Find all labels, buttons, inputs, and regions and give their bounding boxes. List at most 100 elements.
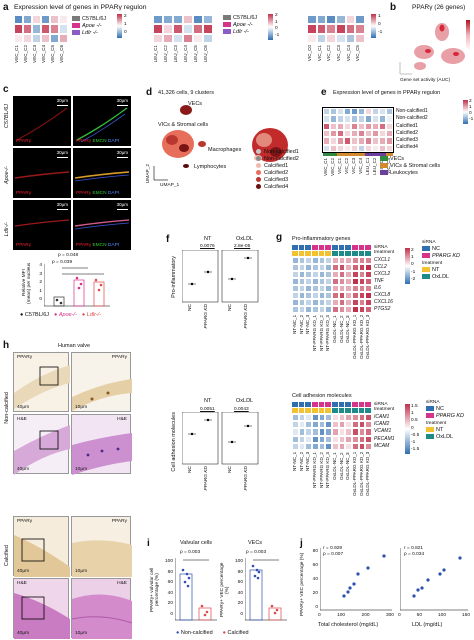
tick: 0 (378, 22, 381, 27)
heatmap-cell (331, 271, 339, 278)
heatmap-cell (318, 428, 326, 436)
heatmap-cell (358, 428, 366, 436)
histo-nc-he-low: H&E 40μm (13, 414, 70, 475)
heatmap-cell (298, 264, 306, 271)
heatmap-cell (331, 278, 339, 285)
scale-10: 10μm (75, 404, 88, 410)
heatmap-cell (330, 108, 337, 116)
column-label: OxLDL-PPARG KD_3 (365, 315, 371, 360)
heatmap-cell (338, 292, 346, 299)
sirna-track-cell (358, 245, 366, 250)
colorbar-a2 (268, 14, 273, 40)
column-label: VIC_C1 (337, 158, 342, 175)
row-calcified: Calcified (4, 545, 10, 567)
g1-tracks (292, 245, 373, 256)
heatmap-cell (59, 15, 68, 25)
heatmap-cell (153, 33, 163, 43)
heatmap-cell (307, 15, 317, 25)
heatmap-cell (351, 306, 359, 313)
tick: -1 (411, 440, 416, 446)
heatmap-cell (337, 130, 344, 138)
colorbar-e-ticks: 2 1 0 -1 (469, 99, 473, 123)
i2-pval: p = 0.003 (246, 550, 267, 555)
heatmap-cell (351, 278, 359, 285)
scale-10: 10μm (75, 466, 88, 472)
label-he: H&E (17, 581, 27, 586)
f1-p-ox: 2.8e-05 (234, 244, 251, 249)
column-label: NT-NC_1 (292, 452, 297, 472)
tick: 40 (167, 590, 173, 596)
tick: 100 (234, 559, 243, 564)
legend-nt: NT (436, 426, 444, 433)
heatmap-cell (14, 24, 23, 34)
i1-title: Valvular cells (180, 540, 212, 546)
column-label: NT-NC_1 (292, 315, 297, 335)
treatment-track-cell (305, 251, 313, 256)
heatmap-cell (305, 421, 312, 429)
scale-bar: 30μm (116, 202, 129, 210)
column-label: NT-PPARG KD_1 (312, 315, 318, 351)
i2-chart (245, 558, 287, 621)
heatmap-cell (358, 271, 366, 278)
heatmap-cell (292, 306, 299, 313)
g2-legend: siRNA NC PPARG KD treatment NT OxLDL (426, 400, 464, 440)
column-label: LEU_C2 (372, 158, 377, 176)
heatmap-cell (59, 24, 68, 34)
heatmap-cell (305, 306, 312, 313)
heatmap-cell (292, 271, 299, 278)
column-label: VEC_C5 (50, 45, 55, 63)
tick: -2 (411, 276, 416, 282)
heatmap-cell (311, 285, 319, 292)
heatmap-cell (316, 24, 327, 34)
heatmap-cell (318, 278, 326, 285)
sirna-track-cell (318, 402, 326, 407)
i2-yticks: 100 80 60 40 20 0 (233, 557, 243, 620)
legend-title: treatment (422, 261, 443, 267)
tick: 0 (240, 611, 243, 617)
f2-xlabels: NC PPARG KD NC PPARG KD (182, 466, 262, 496)
f1-group-ox: OxLDL (236, 236, 254, 242)
legend-kd: PPARG KD (436, 412, 465, 419)
legend-nc: NC (436, 405, 444, 412)
heatmap-cell (318, 292, 326, 299)
umap2-label: UMAP_2 (146, 164, 151, 184)
heatmap-cell (355, 15, 365, 25)
panel-e-letter: e (321, 87, 327, 98)
micrograph-apoe-merge: 30μm PPARγ EMCN DAPI (73, 148, 131, 198)
heatmap-cell (292, 264, 299, 271)
scale-40: 40μm (17, 404, 30, 410)
heatmap-cell (326, 15, 336, 25)
heatmap-cell (358, 278, 366, 285)
heatmap-cell (330, 115, 337, 123)
g2-genes: ICAM1 ICAM2 VCAM1 PECAM1 MCAM (374, 414, 395, 450)
heatmap-cell (386, 144, 393, 152)
legend-nt: NT (432, 266, 440, 273)
heatmap-cell (318, 257, 326, 264)
heatmap-cell (298, 299, 306, 306)
column-label: VIC_C2 (344, 158, 349, 175)
heatmap-cell (345, 15, 356, 25)
xlabel: PPARG KD (204, 304, 209, 329)
heatmap-cell (351, 144, 358, 152)
treatment-track-cell (358, 251, 366, 256)
column-label: VIC_C3 (336, 45, 342, 62)
cols-leu: LEU_C1 LEU_C2 LEU_C3 LEU_C4 LEU_C5 LEU_C6 (153, 45, 213, 62)
heatmap-cell (311, 257, 319, 264)
heatmap-cell (311, 292, 319, 299)
legend-dot (256, 156, 261, 161)
label-merge: PPARγ EMCN DAPI (76, 191, 119, 196)
f2-ylabel: Cell adhesion molecules (171, 412, 177, 472)
heatmap-cell (292, 278, 299, 285)
heatmap-cell (365, 264, 372, 271)
heatmap-cell (292, 421, 299, 429)
row-noncalcified: Non-calcified (4, 392, 10, 424)
heatmap-cell (379, 115, 386, 123)
scale-bar: 30μm (116, 150, 129, 158)
panel-a-legend-vec: C57BL/6J Apoe -/- Ldlr -/- (72, 15, 106, 36)
heatmap-cell (345, 414, 352, 422)
heatmap-cell (203, 15, 213, 25)
heatmap-cell (325, 292, 332, 299)
heatmap-cell (338, 264, 346, 271)
heatmap-cell (336, 24, 346, 34)
heatmap-cell (355, 24, 365, 34)
